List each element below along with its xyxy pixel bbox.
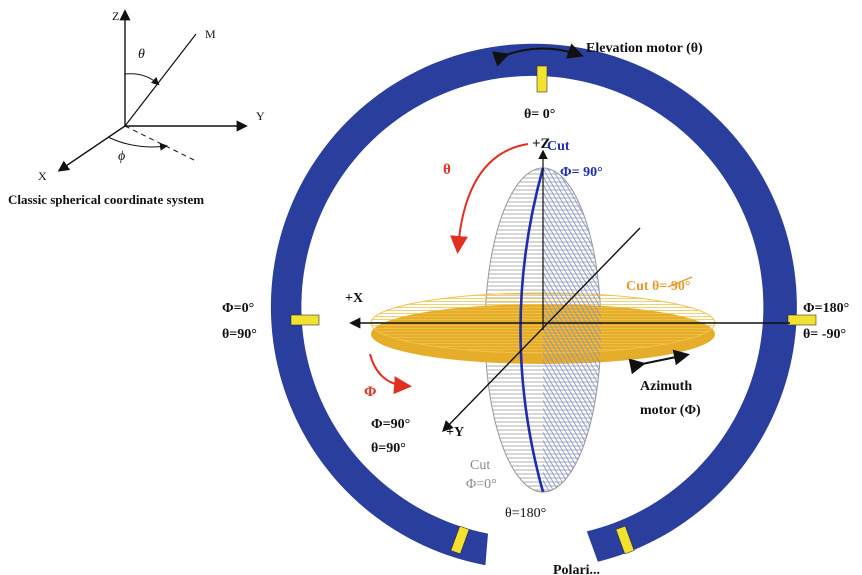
inset-phi-label: ϕ	[118, 149, 125, 164]
azimuth-motor-arrow	[628, 349, 690, 375]
x-axis-line	[57, 125, 126, 172]
elevation-ring	[270, 43, 817, 566]
elevation-motor-arrow	[492, 43, 584, 67]
right-phi-label: Φ=180°	[803, 301, 849, 316]
right-marker	[787, 314, 817, 326]
inset-y-label: Y	[256, 109, 265, 123]
right-theta-label: θ= -90°	[803, 327, 846, 342]
inset-caption: Classic spherical coordinate system	[8, 192, 204, 207]
phi-angle-arc	[107, 136, 168, 151]
left-phi-label: Φ=0°	[222, 301, 254, 316]
inset-m-label: M	[205, 27, 216, 41]
inset-theta-label: θ	[138, 47, 145, 62]
orange-cut-strike	[667, 276, 693, 288]
theta-rotation-arrow	[450, 143, 529, 254]
inset-z-label: Z	[112, 9, 119, 23]
theta-zero-label: θ= 0°	[524, 107, 555, 122]
grey-cut-phi: Φ=0°	[466, 477, 497, 492]
theta-angle-arc	[124, 73, 160, 86]
bottom-right-marker	[615, 525, 635, 555]
elevation-motor-label: Elevation motor (θ)	[586, 41, 703, 56]
plus-x-label: +X	[345, 291, 363, 306]
polarization-motor-label-partial: Polari...	[553, 563, 600, 575]
plus-y-label: +Y	[446, 425, 464, 440]
inset-x-label: X	[38, 169, 47, 183]
phi-rotation-label: Φ	[364, 384, 376, 400]
theta-180-label: θ=180°	[505, 506, 546, 521]
plus-z-label: +Z	[532, 136, 551, 152]
left-theta-label: θ=90°	[222, 327, 257, 342]
bottom-left-marker	[450, 525, 470, 555]
bottom-phi-label: Φ=90°	[371, 417, 410, 432]
plus-y-axis	[442, 227, 641, 433]
top-marker	[536, 65, 548, 93]
grey-cut-word: Cut	[470, 458, 490, 473]
spherical-coordinate-inset: Z Y X M θ ϕ Classic spherical coordinate…	[8, 9, 265, 207]
blue-cut-curve	[519, 167, 545, 493]
azimuth-motor-line1: Azimuth	[640, 379, 692, 394]
blue-cut-phi: Φ= 90°	[560, 165, 603, 180]
theta-rotation-label: θ	[443, 162, 451, 178]
vector-m-line	[124, 33, 197, 127]
bottom-theta-label: θ=90°	[371, 441, 406, 456]
azimuth-motor-line2: motor (Φ)	[640, 403, 701, 418]
blue-cut-half-ellipse	[543, 168, 601, 492]
phi-rotation-arrow	[369, 353, 412, 395]
projection-dashed-line	[124, 125, 195, 161]
orange-cut-label: Cut θ= 90°	[626, 279, 690, 294]
blue-cut-word: Cut	[547, 139, 570, 154]
left-marker	[290, 314, 320, 326]
